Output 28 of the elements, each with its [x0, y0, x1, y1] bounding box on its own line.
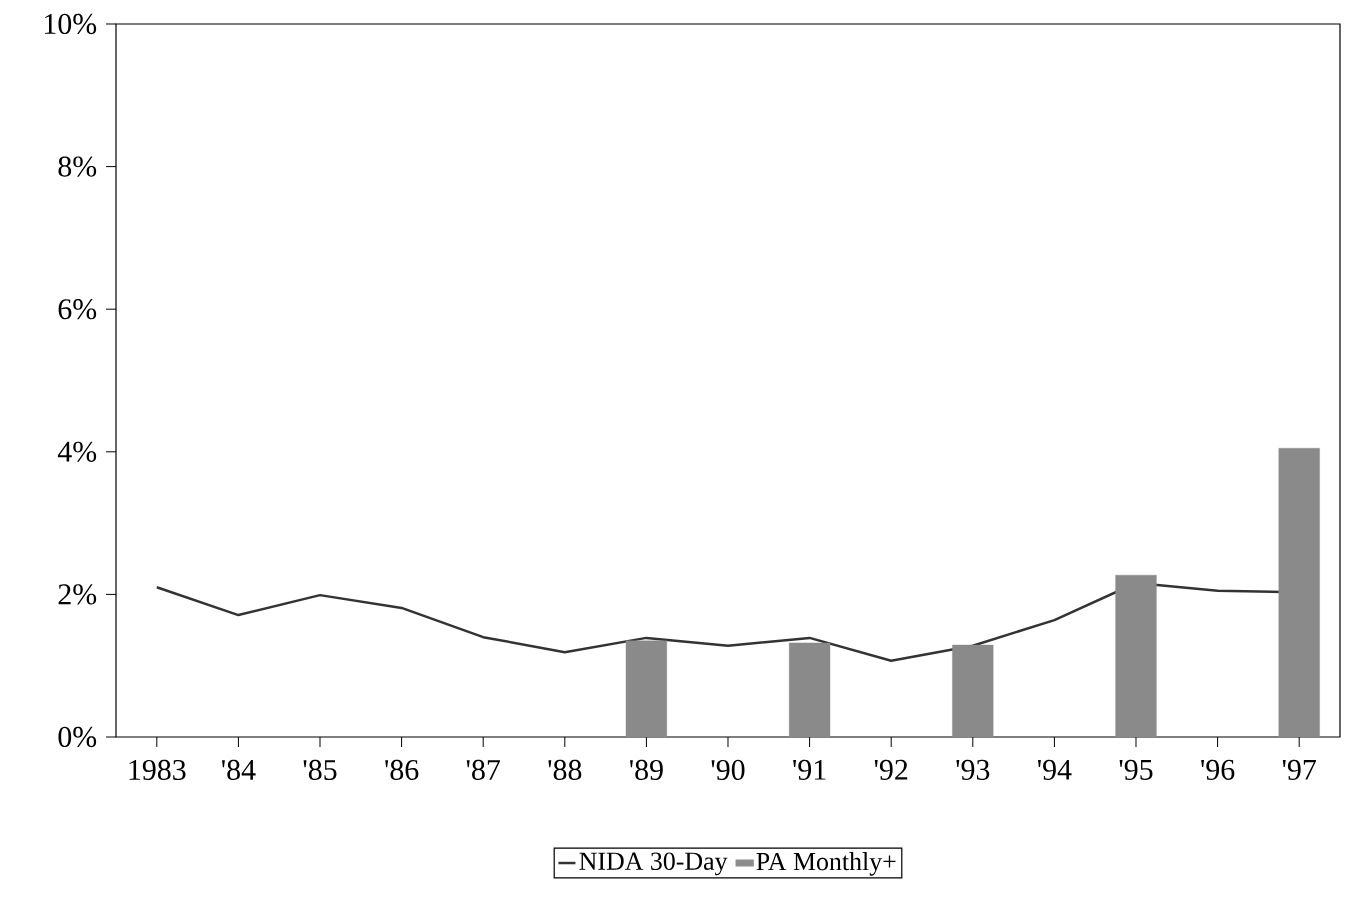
bar — [625, 640, 667, 738]
x-tick-label: '88 — [548, 759, 582, 781]
y-tick-label: 8% — [58, 156, 97, 177]
x-tick-label: '89 — [630, 759, 663, 781]
x-tick-label: '93 — [956, 759, 990, 780]
x-tick-label: '86 — [385, 759, 419, 781]
x-tick-label: '90 — [711, 759, 745, 781]
y-tick-label: 6% — [58, 299, 97, 320]
x-tick-label: '87 — [466, 759, 500, 781]
bar — [952, 644, 994, 738]
y-tick-label: 2% — [58, 584, 97, 605]
x-tick-label: '92 — [874, 759, 908, 780]
bar — [1278, 448, 1320, 738]
x-tick-label: '85 — [303, 759, 337, 781]
x-tick-label: '84 — [222, 759, 256, 781]
legend-label: PA Monthly+ — [756, 852, 896, 876]
y-tick-label: 4% — [57, 441, 97, 462]
bar — [789, 642, 831, 738]
y-tick-label: 0% — [58, 726, 97, 748]
x-tick-label: 1983 — [129, 759, 186, 781]
x-tick-label: '91 — [793, 759, 826, 780]
y-tick-label: 10% — [45, 13, 97, 35]
legend-label: NIDA 30-Day — [579, 852, 728, 876]
x-tick-label: '95 — [1119, 759, 1153, 780]
bar — [1115, 574, 1157, 738]
x-tick-label: '96 — [1201, 759, 1235, 780]
x-tick-label: '94 — [1038, 759, 1072, 780]
x-tick-label: '97 — [1282, 759, 1316, 780]
